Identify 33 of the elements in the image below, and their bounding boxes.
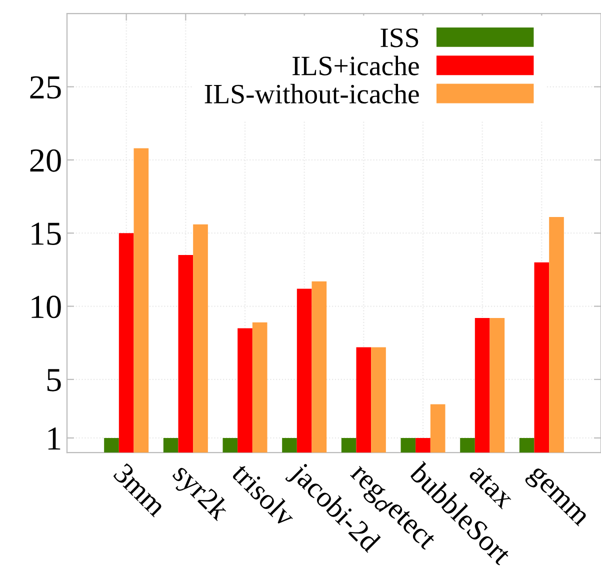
bar (371, 347, 386, 453)
y-tick-label: 5 (47, 369, 61, 392)
y-tick-label: 15 (32, 222, 61, 245)
bar (534, 262, 550, 453)
bar (400, 438, 416, 453)
bar (222, 438, 238, 453)
y-tick-label: 20 (30, 149, 61, 172)
bar (490, 318, 505, 453)
bar (312, 281, 327, 453)
bar (416, 438, 430, 453)
bar (430, 404, 446, 453)
bar (356, 347, 372, 453)
bar (341, 438, 356, 453)
bar (118, 233, 134, 453)
bar (178, 255, 194, 453)
bar (519, 438, 534, 453)
legend-label: ILS-without-icache (204, 84, 419, 104)
bar (296, 288, 312, 453)
bar (460, 438, 475, 453)
y-tick-label: 25 (30, 76, 61, 99)
legend-label: ILS+icache (292, 56, 419, 76)
y-tick-label: 1 (48, 428, 60, 450)
legend-label: ISS (380, 28, 418, 48)
y-tick-label: 10 (32, 296, 61, 318)
bar (134, 148, 149, 453)
bar (238, 328, 252, 453)
bar (252, 322, 268, 453)
bar (474, 318, 490, 453)
bar (282, 438, 297, 453)
bar (549, 217, 564, 453)
bar (193, 224, 208, 453)
bar (104, 438, 119, 453)
bar (163, 438, 178, 453)
